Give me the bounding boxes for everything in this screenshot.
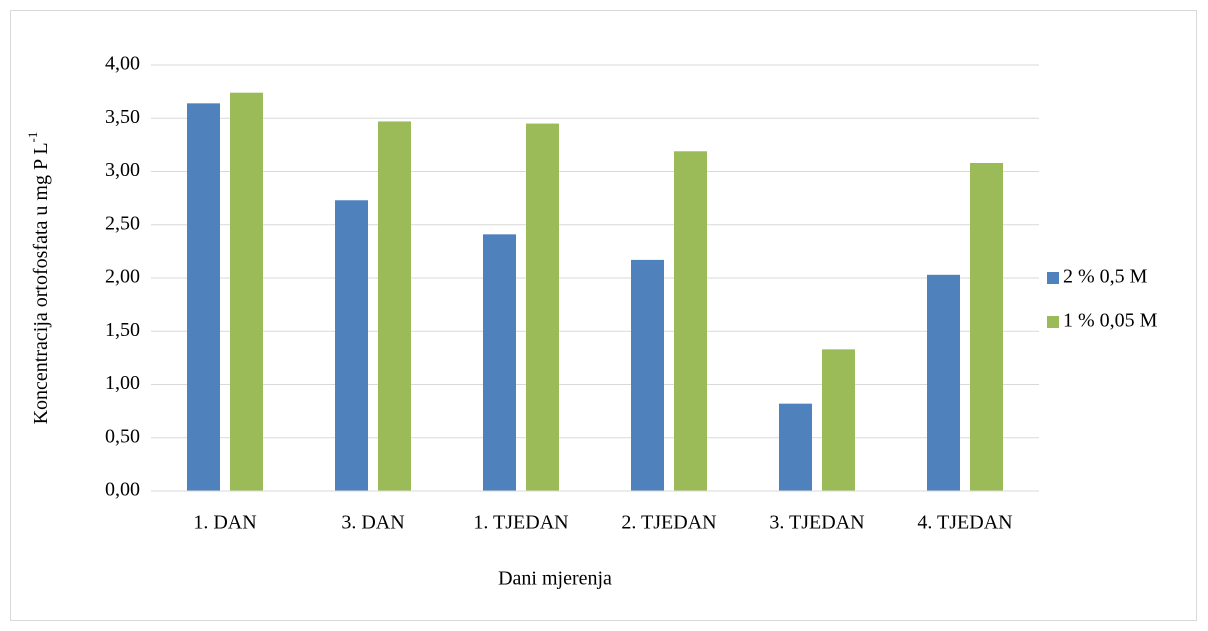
bar [483,234,516,491]
x-tick-label: 1. DAN [193,512,256,534]
bar [674,151,707,491]
bar [335,200,368,491]
bar [230,92,263,491]
bar [378,121,411,491]
y-tick-label: 1,50 [105,319,140,341]
y-axis-label: Koncentracija ortofosfata u mg P L-1 [25,132,52,425]
x-tick-label: 3. TJEDAN [769,512,864,534]
bar [779,403,812,491]
legend-label: 2 % 0,5 M [1063,266,1148,288]
y-tick-label: 3,50 [105,106,140,128]
legend-swatch [1047,272,1059,284]
x-axis-label: Dani mjerenja [498,568,612,590]
y-tick-label: 0,50 [105,425,140,447]
bar [970,162,1003,492]
bar [526,123,559,491]
legend-swatch [1047,316,1059,328]
y-tick-label: 1,00 [105,372,140,394]
legend-label: 1 % 0,05 M [1063,310,1158,332]
y-tick-label: 0,00 [105,479,140,501]
y-tick-label: 2,50 [105,212,140,234]
bar [631,259,664,491]
x-tick-label: 1. TJEDAN [473,512,568,534]
y-tick-label: 3,00 [105,159,140,181]
y-axis-label-main: Koncentracija ortofosfata u mg P L [30,142,52,424]
y-tick-label: 4,00 [105,53,140,75]
bar [927,274,960,491]
x-tick-label: 3. DAN [341,512,404,534]
y-tick-label: 2,00 [105,266,140,288]
bar [187,103,220,491]
x-tick-label: 2. TJEDAN [621,512,716,534]
y-axis-label-superscript: -1 [25,132,40,143]
x-tick-label: 4. TJEDAN [917,512,1012,534]
bar [822,349,855,491]
